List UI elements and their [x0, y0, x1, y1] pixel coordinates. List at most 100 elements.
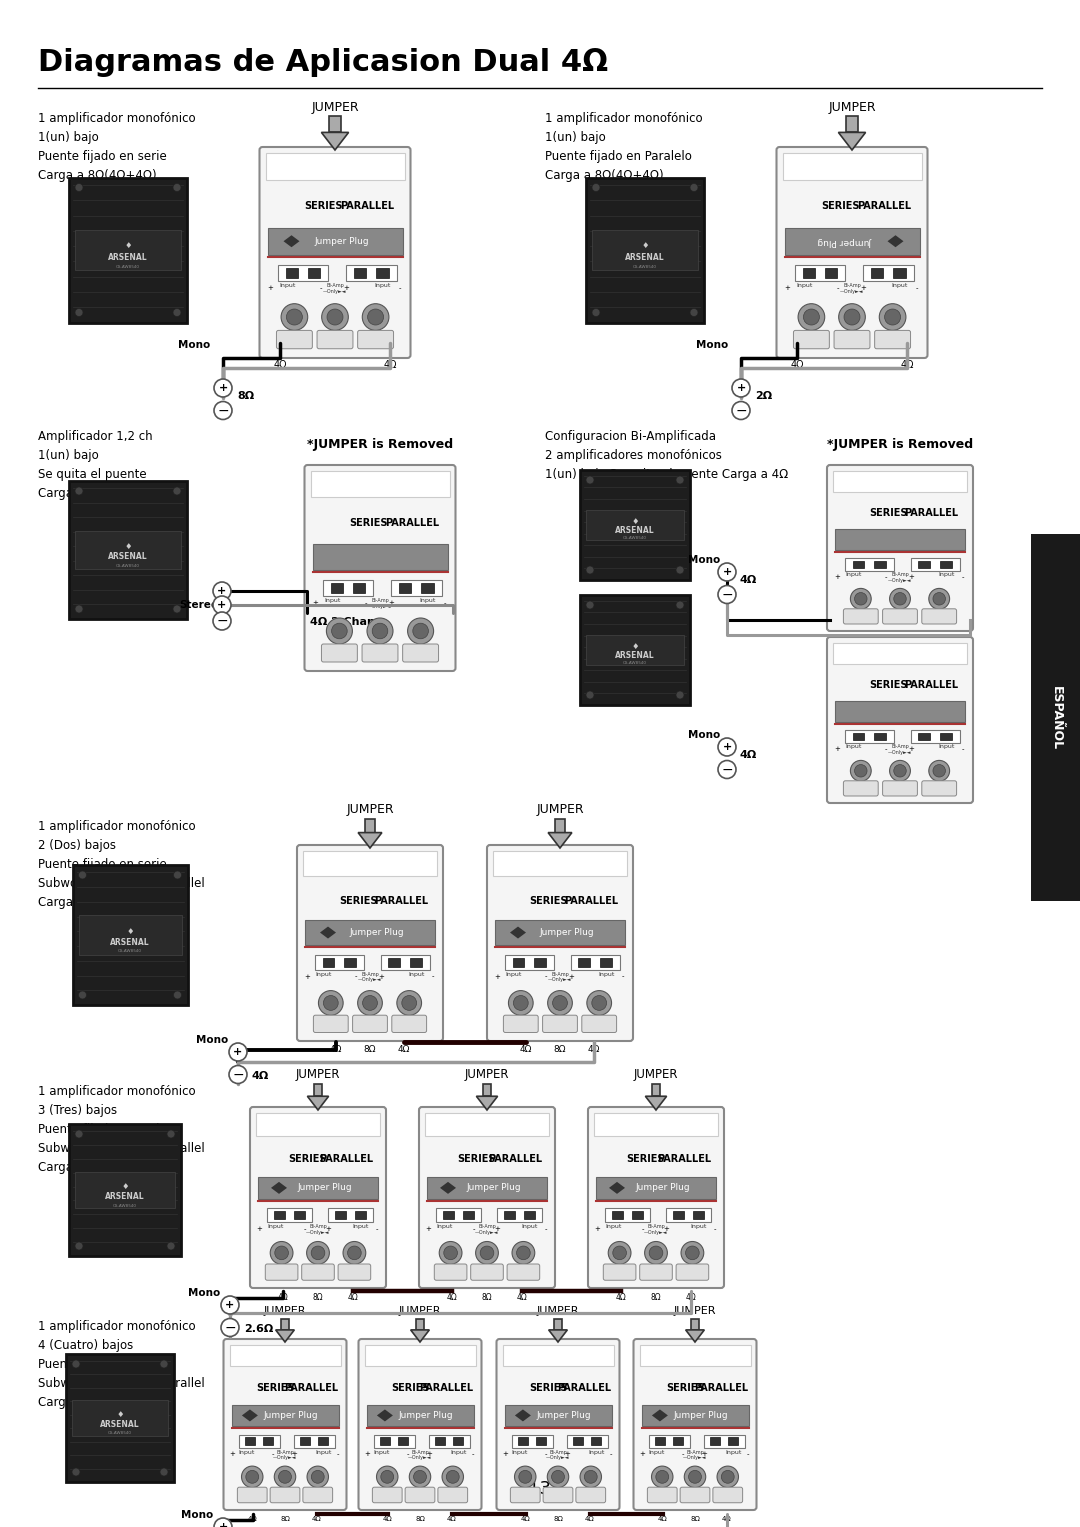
Circle shape — [381, 1471, 394, 1483]
Text: PARALLEL: PARALLEL — [488, 1154, 542, 1164]
Text: CS-AW8540: CS-AW8540 — [116, 266, 140, 269]
Bar — [239, 1435, 280, 1448]
Circle shape — [804, 308, 820, 325]
Bar — [300, 1437, 310, 1446]
Bar — [463, 1211, 474, 1220]
Bar — [586, 510, 684, 541]
Text: -: - — [885, 574, 888, 580]
Circle shape — [173, 487, 181, 495]
Circle shape — [229, 1043, 247, 1061]
Circle shape — [690, 183, 698, 191]
Circle shape — [580, 1466, 602, 1487]
Circle shape — [377, 1466, 397, 1487]
Circle shape — [407, 618, 433, 644]
Text: +: + — [257, 1226, 262, 1232]
Circle shape — [839, 304, 865, 330]
FancyBboxPatch shape — [405, 1487, 435, 1503]
Text: 4Ω 2-Chan: 4Ω 2-Chan — [310, 617, 375, 628]
Text: SERIES: SERIES — [305, 202, 342, 211]
Bar — [274, 1211, 285, 1220]
FancyBboxPatch shape — [302, 1487, 333, 1503]
Text: -: - — [303, 1226, 307, 1232]
Circle shape — [890, 588, 910, 609]
Text: +: + — [495, 1226, 500, 1232]
Bar — [75, 229, 181, 270]
Bar — [497, 1208, 542, 1222]
Text: Jumper Plug: Jumper Plug — [537, 1411, 591, 1420]
Text: Stereo: Stereo — [179, 600, 218, 609]
Text: -: - — [622, 974, 624, 979]
Text: SERIES: SERIES — [869, 680, 908, 690]
FancyBboxPatch shape — [276, 330, 312, 348]
FancyBboxPatch shape — [434, 1264, 467, 1280]
Bar — [845, 557, 894, 571]
Circle shape — [843, 308, 860, 325]
Circle shape — [885, 308, 901, 325]
Bar — [835, 528, 966, 550]
Text: −: − — [232, 1067, 244, 1081]
Circle shape — [890, 760, 910, 782]
Text: 8Ω: 8Ω — [313, 1293, 323, 1303]
Bar — [580, 470, 690, 580]
Text: SERIES: SERIES — [529, 895, 568, 906]
Circle shape — [373, 623, 388, 638]
Text: - 13 -: - 13 - — [516, 1480, 564, 1498]
Bar — [389, 957, 400, 967]
Text: -: - — [432, 974, 434, 979]
Text: 4Ω: 4Ω — [516, 1293, 527, 1303]
Circle shape — [608, 1241, 631, 1264]
Text: +: + — [312, 600, 318, 606]
Text: Input: Input — [436, 1225, 453, 1229]
Circle shape — [676, 567, 684, 574]
Text: Input: Input — [939, 744, 955, 750]
Text: +: + — [218, 1522, 228, 1527]
Circle shape — [548, 1466, 569, 1487]
Bar — [599, 957, 611, 967]
Circle shape — [481, 1246, 494, 1260]
Circle shape — [553, 996, 567, 1011]
Text: +: + — [502, 1451, 509, 1457]
Bar — [335, 1211, 346, 1220]
Text: +: + — [565, 1451, 570, 1457]
Text: 4Ω: 4Ω — [312, 1516, 322, 1522]
Text: Input: Input — [589, 1449, 605, 1455]
Bar — [443, 1211, 454, 1220]
Text: CS-AW8540: CS-AW8540 — [633, 266, 657, 269]
Text: 4Ω: 4Ω — [723, 1516, 732, 1522]
Text: Bi-Amp
—Only►◄: Bi-Amp —Only►◄ — [840, 282, 864, 295]
Text: +: + — [568, 974, 575, 979]
Bar — [835, 701, 966, 722]
FancyBboxPatch shape — [777, 147, 928, 357]
Text: Jumper Plug: Jumper Plug — [818, 237, 872, 246]
Bar — [399, 583, 411, 592]
Text: Mono: Mono — [180, 1510, 213, 1519]
Bar — [728, 1437, 738, 1446]
Text: SERIES: SERIES — [666, 1383, 705, 1393]
Bar — [825, 269, 837, 278]
Bar — [435, 1437, 445, 1446]
Text: −: − — [216, 614, 228, 628]
Text: +: + — [217, 586, 227, 596]
Polygon shape — [838, 133, 865, 150]
Bar — [427, 1176, 546, 1199]
Text: Bi-Amp
—Only►◄: Bi-Amp —Only►◄ — [645, 1225, 667, 1235]
Text: Input: Input — [315, 1449, 332, 1455]
Bar — [380, 954, 430, 970]
Bar — [323, 957, 335, 967]
Circle shape — [850, 760, 872, 782]
Text: +: + — [292, 1451, 297, 1457]
Bar — [852, 733, 864, 741]
Bar — [874, 560, 886, 568]
Circle shape — [676, 602, 684, 609]
Bar — [454, 1437, 463, 1446]
Bar — [492, 851, 627, 875]
Circle shape — [173, 605, 181, 612]
Text: −: − — [735, 403, 746, 417]
Bar — [649, 1435, 690, 1448]
Bar — [303, 851, 437, 875]
Circle shape — [367, 618, 393, 644]
Text: +: + — [494, 974, 500, 979]
Circle shape — [645, 1241, 667, 1264]
Text: Diagramas de Aplicasion Dual 4Ω: Diagramas de Aplicasion Dual 4Ω — [38, 47, 608, 76]
Text: PARALLEL: PARALLEL — [556, 1383, 611, 1393]
